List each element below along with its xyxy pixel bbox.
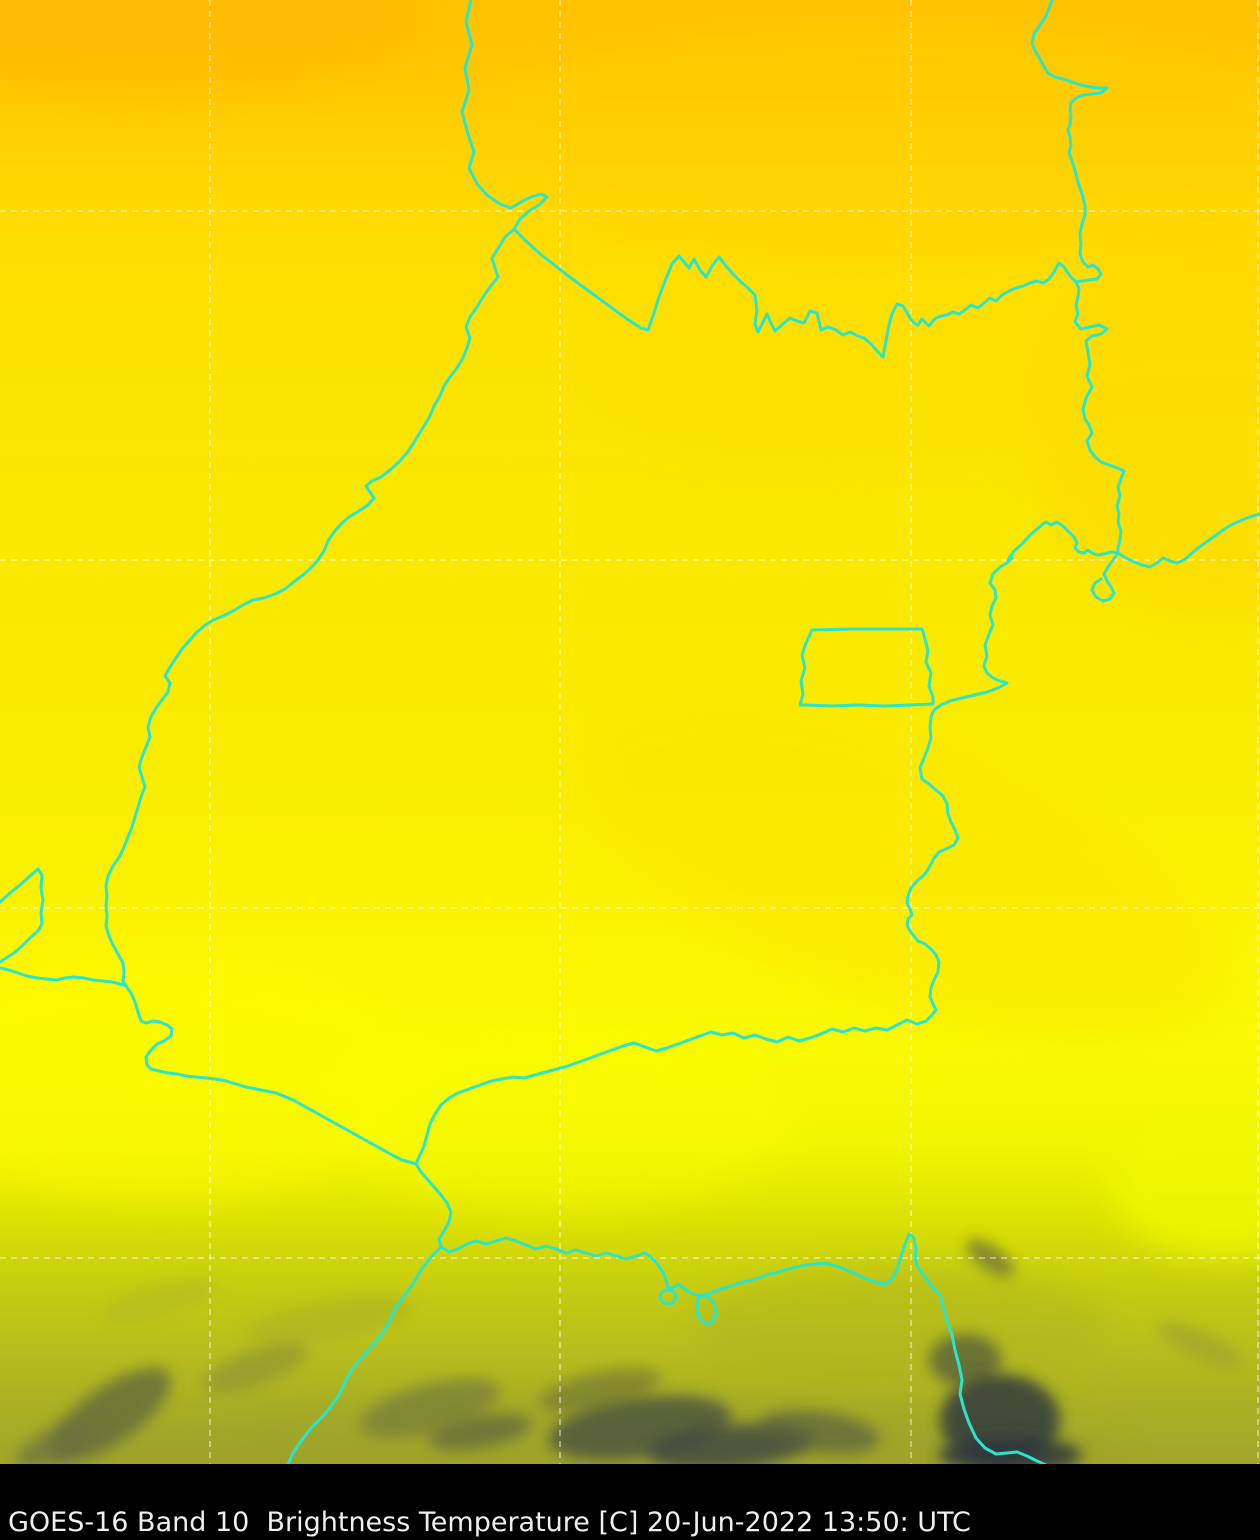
boundary-west-lower [104, 227, 516, 1166]
river-southwest [286, 1245, 443, 1464]
river-oxbow-loop [695, 1294, 717, 1326]
boundary-north-west [460, 0, 1078, 359]
boundary-west-squiggle [0, 966, 128, 988]
brightness-temperature-map [0, 0, 1260, 1464]
satellite-map-canvas[interactable] [0, 0, 1260, 1464]
river-south-eastwest [414, 1162, 1048, 1464]
boundary-east [905, 0, 1126, 1023]
boundary-west-wedge [0, 867, 45, 964]
river-oxbow-tail [1090, 551, 1120, 603]
boundary-south [414, 1018, 928, 1166]
river-small-loop [658, 1288, 678, 1306]
state-boundaries [0, 0, 1260, 1464]
boundary-northeast-spur [1116, 512, 1260, 569]
federal-district-rectangle [798, 627, 935, 708]
status-bar: GOES-16 Band 10 Brightness Temperature [… [0, 1464, 1260, 1540]
map-caption: GOES-16 Band 10 Brightness Temperature [… [8, 1507, 971, 1539]
